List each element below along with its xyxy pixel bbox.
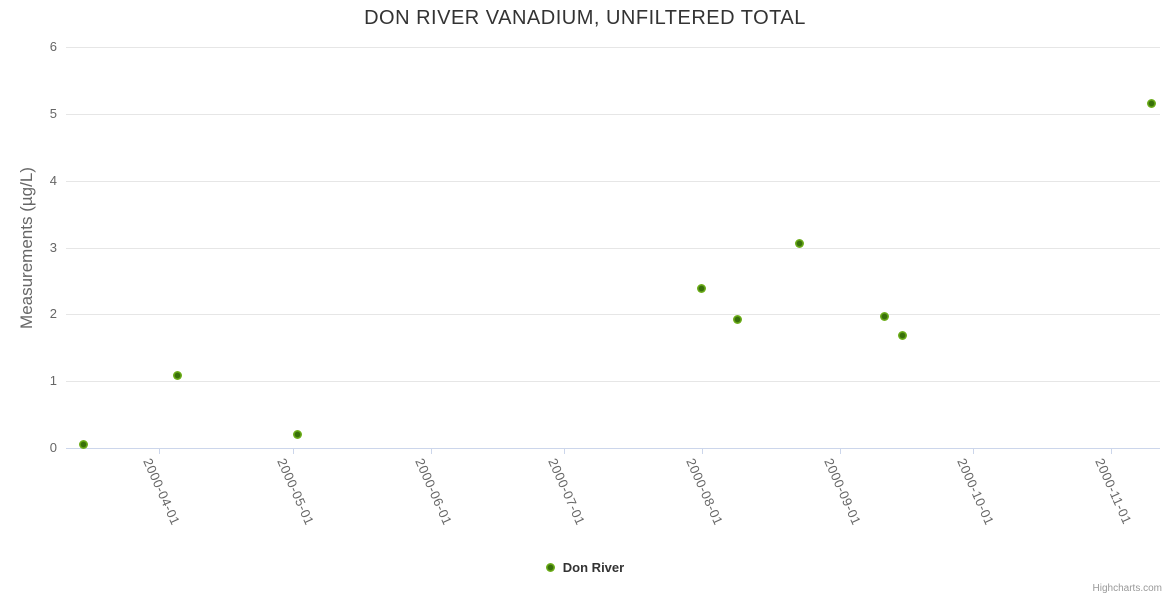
legend-marker-icon — [545, 563, 555, 572]
x-axis-tick-mark — [564, 449, 566, 454]
x-axis-tick-mark — [701, 449, 703, 454]
legend-label: Don River — [562, 560, 625, 575]
y-axis-tick-label: 2 — [49, 306, 57, 322]
x-axis-tick-label: 2000-07-01 — [545, 456, 589, 528]
x-axis-tick-label: 2000-11-01 — [1092, 456, 1135, 527]
data-point[interactable] — [795, 238, 805, 248]
x-axis-tick-mark — [973, 449, 975, 454]
y-axis-tick-label: 1 — [49, 373, 57, 389]
y-axis-tick-label: 3 — [49, 239, 57, 255]
y-gridline — [66, 314, 1160, 316]
y-gridline — [66, 381, 1160, 383]
y-axis-tick-label: 5 — [49, 105, 57, 121]
y-gridline — [66, 180, 1160, 182]
x-axis-tick-label: 2000-10-01 — [954, 456, 998, 528]
data-point[interactable] — [879, 311, 889, 321]
x-axis-tick-mark — [839, 449, 841, 454]
x-axis-tick-label: 2000-06-01 — [411, 456, 455, 528]
y-axis-tick-label: 6 — [49, 39, 57, 54]
highcharts-credits-link[interactable]: Highcharts.com — [1092, 583, 1162, 594]
x-axis-tick-label: 2000-09-01 — [821, 456, 864, 528]
x-axis-tick-label: 2000-04-01 — [140, 456, 184, 528]
y-gridline — [66, 247, 1160, 249]
x-axis-tick-mark — [159, 449, 161, 454]
data-point[interactable] — [1146, 99, 1156, 109]
data-point[interactable] — [897, 330, 907, 340]
x-axis-tick-label: 2000-05-01 — [274, 456, 317, 528]
x-axis-tick-mark — [292, 449, 294, 454]
data-point[interactable] — [697, 284, 707, 294]
data-point[interactable] — [292, 430, 302, 440]
data-point[interactable] — [79, 440, 89, 450]
legend-item-don-river[interactable]: Don River — [0, 560, 1170, 575]
y-axis-tick-label: 4 — [49, 172, 57, 188]
x-axis-line — [66, 448, 1160, 449]
x-axis-tick-mark — [430, 449, 432, 454]
x-axis-tick-label: 2000-08-01 — [683, 456, 727, 528]
x-axis-tick-mark — [1111, 449, 1113, 454]
data-point[interactable] — [733, 315, 743, 325]
data-point[interactable] — [172, 371, 182, 381]
y-gridline — [66, 113, 1160, 115]
chart-title: DON RIVER VANADIUM, UNFILTERED TOTAL — [364, 7, 806, 29]
y-axis-tick-label: 0 — [49, 440, 57, 455]
y-gridline — [66, 47, 1160, 48]
